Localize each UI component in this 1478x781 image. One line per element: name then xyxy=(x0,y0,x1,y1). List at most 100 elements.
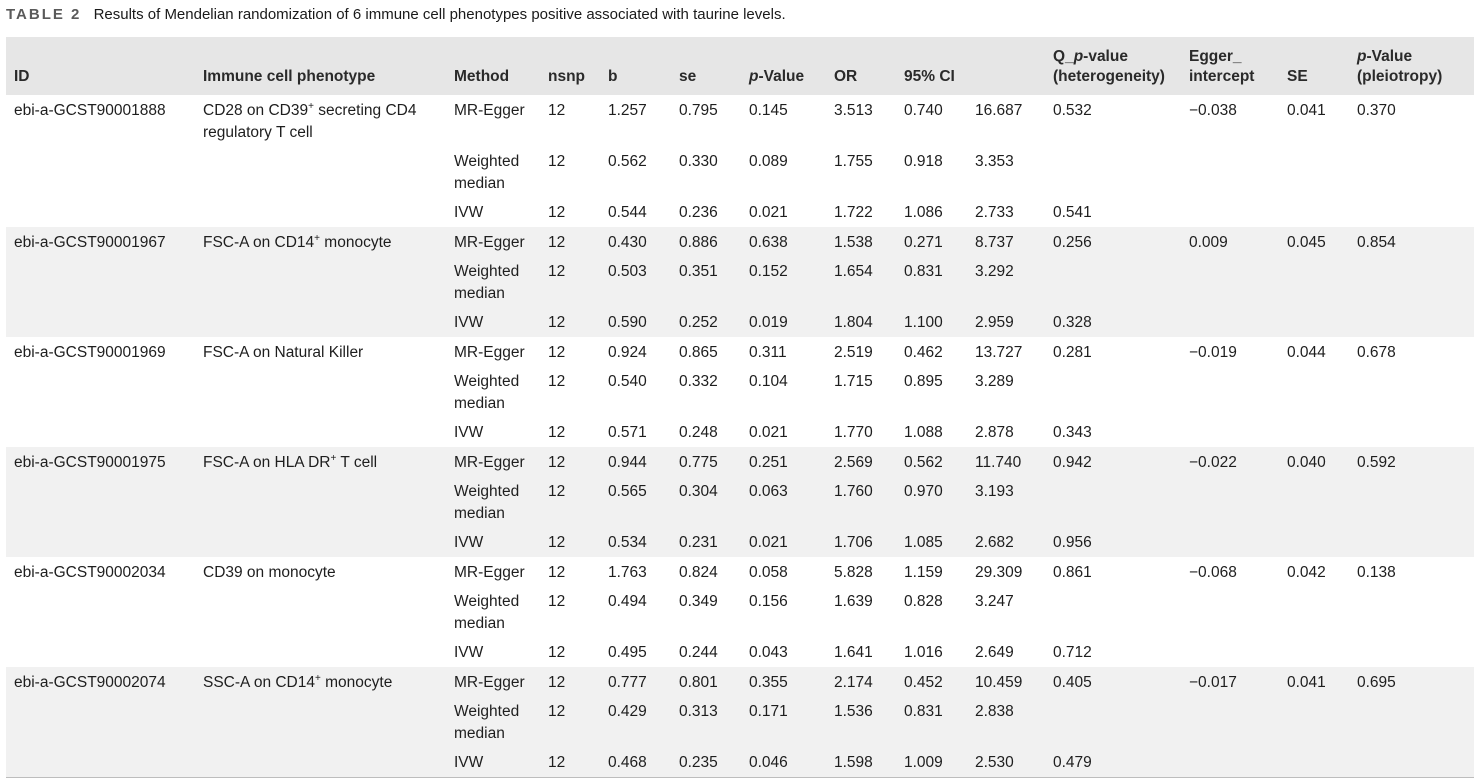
table-bottom-rule xyxy=(6,777,1474,778)
cell-q: 0.479 xyxy=(1045,745,1181,777)
cell-se: 0.231 xyxy=(671,525,741,557)
cell-b: 0.468 xyxy=(600,745,671,777)
cell-q: 0.405 xyxy=(1045,667,1181,694)
cell-se: 0.304 xyxy=(671,474,741,525)
cell-or: 1.654 xyxy=(826,254,896,305)
cell-p: 0.251 xyxy=(741,447,826,474)
cell-phenotype xyxy=(195,415,446,447)
cell-se: 0.041 xyxy=(1287,102,1326,119)
table-row: ebi-a-GCST90001969 FSC-A on Natural Kille… xyxy=(6,337,1474,364)
cell-nsnp: 12 xyxy=(540,227,600,254)
cell-nsnp: 12 xyxy=(548,564,566,581)
cell-ci-high: 8.737 xyxy=(967,227,1045,254)
cell-method: MR-Egger xyxy=(446,667,540,694)
cell-p: 0.019 xyxy=(741,305,826,337)
phenotype-text: CD28 on CD39 xyxy=(203,102,309,119)
cell-se xyxy=(1279,745,1349,777)
cell-p: 0.043 xyxy=(749,644,788,661)
cell-egger-intercept: −0.019 xyxy=(1189,344,1237,361)
col-header-egger-intercept: Egger_ intercept xyxy=(1189,48,1255,85)
cell-phenotype: FSC-A on HLA DR+ T cell xyxy=(195,447,446,474)
phenotype-text: FSC-A on CD14 xyxy=(203,234,315,251)
table-body: ebi-a-GCST90001888 CD28 on CD39+ secretin… xyxy=(6,95,1474,777)
cell-p-pleiotropy: 0.592 xyxy=(1349,447,1474,474)
cell-ci-high: 2.649 xyxy=(975,644,1014,661)
cell-nsnp: 12 xyxy=(548,373,566,390)
table-row: IVW 12 0.534 0.231 0.021 1.706 1.085 2.682 0.956 xyxy=(6,525,1474,557)
cell-b: 0.494 xyxy=(608,593,647,610)
cell-b: 0.944 xyxy=(600,447,671,474)
col-header-id: ID xyxy=(14,68,30,85)
cell-se: 0.349 xyxy=(679,593,718,610)
cell-p: 0.021 xyxy=(741,525,826,557)
cell-or: 1.641 xyxy=(834,644,873,661)
cell-egger-intercept: −0.017 xyxy=(1181,667,1279,694)
table-row: ebi-a-GCST90001975 FSC-A on HLA DR+ T cel… xyxy=(6,447,1474,474)
cell-phenotype xyxy=(195,144,446,195)
cell-ci-low: 0.462 xyxy=(904,344,943,361)
cell-se xyxy=(1279,254,1349,305)
col-header-phenotype: Immune cell phenotype xyxy=(203,68,376,85)
col-header-method: Method xyxy=(454,68,510,85)
phenotype-superscript: + xyxy=(315,672,321,684)
cell-b: 0.540 xyxy=(608,373,647,390)
cell-egger-intercept xyxy=(1181,415,1279,447)
cell-phenotype xyxy=(195,525,446,557)
cell-id xyxy=(6,584,195,635)
cell-se xyxy=(1279,305,1349,337)
cell-q xyxy=(1045,364,1181,415)
cell-se xyxy=(1279,415,1349,447)
cell-or: 1.760 xyxy=(826,474,896,525)
cell-se: 0.244 xyxy=(679,644,718,661)
cell-egger-intercept: 0.009 xyxy=(1181,227,1279,254)
cell-method: MR-Egger xyxy=(454,344,525,361)
cell-b: 1.257 xyxy=(608,102,647,119)
cell-ci-low: 0.918 xyxy=(904,153,943,170)
cell-p: 0.311 xyxy=(749,344,787,361)
cell-p-pleiotropy: 0.678 xyxy=(1357,344,1396,361)
cell-p-pleiotropy: 0.138 xyxy=(1357,564,1396,581)
cell-q: 0.281 xyxy=(1053,344,1092,361)
table-row: Weighted median 12 0.429 0.313 0.171 1.536 0.8… xyxy=(6,694,1474,745)
cell-se: 0.330 xyxy=(679,153,718,170)
cell-ci-high: 29.309 xyxy=(975,564,1023,581)
cell-se: 0.313 xyxy=(671,694,741,745)
cell-id xyxy=(6,254,195,305)
cell-p-pleiotropy xyxy=(1349,474,1474,525)
cell-method: IVW xyxy=(446,745,540,777)
table-row: Weighted median 12 0.494 0.349 0.156 1.639 0.8… xyxy=(6,584,1474,635)
cell-ci-low: 0.831 xyxy=(896,254,967,305)
cell-or: 1.770 xyxy=(834,424,873,441)
table-row: IVW 12 0.468 0.235 0.046 1.598 1.009 2.530 0.479 xyxy=(6,745,1474,777)
phenotype-text-tail: monocyte xyxy=(320,674,393,691)
col-header-q-value: Q_p-value (heterogeneity) xyxy=(1053,48,1165,85)
cell-nsnp: 12 xyxy=(548,204,566,221)
cell-ci-low: 0.452 xyxy=(896,667,967,694)
cell-ci-high: 3.353 xyxy=(975,153,1014,170)
cell-p: 0.145 xyxy=(749,102,788,119)
cell-or: 1.639 xyxy=(834,593,873,610)
cell-se xyxy=(1279,144,1349,195)
cell-id xyxy=(6,694,195,745)
cell-q: 0.861 xyxy=(1053,564,1092,581)
cell-p: 0.021 xyxy=(749,424,788,441)
cell-se xyxy=(1279,635,1349,667)
cell-method: Weighted median xyxy=(454,153,520,192)
cell-p-pleiotropy xyxy=(1349,525,1474,557)
cell-egger-intercept xyxy=(1181,254,1279,305)
cell-ci-high: 2.733 xyxy=(975,204,1014,221)
table-row: ebi-a-GCST90001888 CD28 on CD39+ secretin… xyxy=(6,95,1474,144)
cell-p: 0.355 xyxy=(741,667,826,694)
cell-egger-intercept xyxy=(1181,144,1279,195)
cell-id: ebi-a-GCST90001967 xyxy=(6,227,195,254)
cell-phenotype: FSC-A on CD14+ monocyte xyxy=(195,227,446,254)
cell-egger-intercept xyxy=(1181,745,1279,777)
cell-se: 0.865 xyxy=(679,344,718,361)
cell-b: 0.590 xyxy=(600,305,671,337)
cell-nsnp: 12 xyxy=(548,424,566,441)
cell-method: IVW xyxy=(446,305,540,337)
cell-ci-low: 0.740 xyxy=(904,102,943,119)
cell-b: 0.565 xyxy=(600,474,671,525)
cell-egger-intercept xyxy=(1181,474,1279,525)
cell-or: 1.804 xyxy=(826,305,896,337)
